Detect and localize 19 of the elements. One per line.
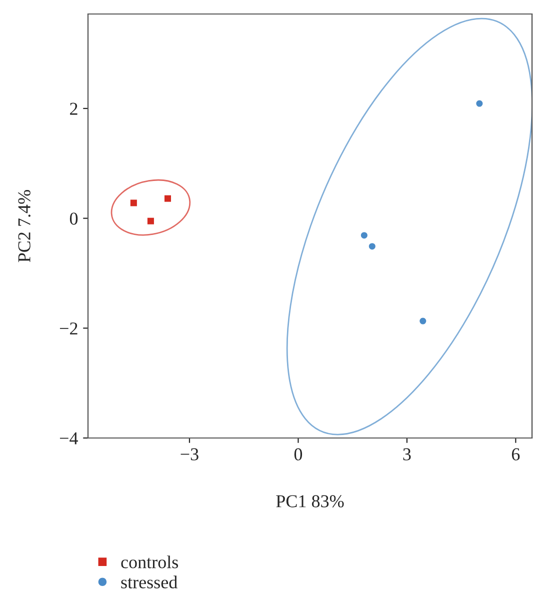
y-tick-label: −2 <box>60 322 78 334</box>
y-axis-title: PC2 7.4% <box>18 190 30 262</box>
legend-label: stressed <box>121 576 178 588</box>
x-tick-label: −3 <box>180 448 198 460</box>
point <box>368 243 376 250</box>
point <box>130 200 137 206</box>
point <box>476 100 483 107</box>
point <box>147 218 154 224</box>
point <box>164 195 171 202</box>
x-axis-title: PC1 83% <box>276 495 344 508</box>
y-tick-label: 2 <box>70 102 78 115</box>
x-tick-label: 3 <box>403 448 411 460</box>
x-tick-label: 6 <box>512 448 520 460</box>
point <box>420 318 426 324</box>
point <box>360 232 368 239</box>
legend-label: controls <box>121 556 178 568</box>
y-tick-label: 0 <box>70 212 78 225</box>
x-tick-label: 0 <box>294 448 302 460</box>
y-tick-label: −4 <box>60 432 78 444</box>
